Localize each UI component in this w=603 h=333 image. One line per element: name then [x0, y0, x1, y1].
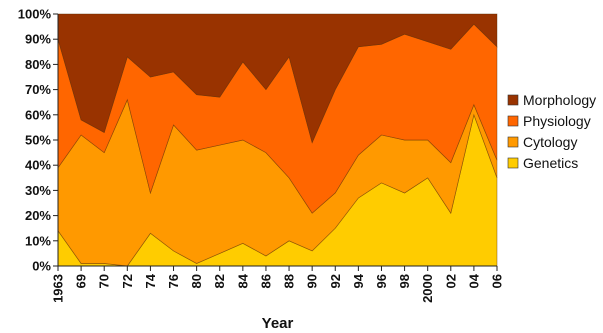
- y-tick-label: 90%: [25, 32, 51, 47]
- x-tick-label: 96: [374, 274, 389, 288]
- x-tick-label: 69: [74, 274, 89, 288]
- y-tick-label: 10%: [25, 233, 51, 248]
- legend-swatch: [507, 136, 519, 148]
- x-tick-label: 72: [120, 274, 135, 288]
- legend-swatch: [507, 94, 519, 106]
- x-tick-label: 88: [282, 274, 297, 288]
- legend-item-cytology: Cytology: [507, 134, 577, 150]
- x-tick-label: 06: [490, 274, 505, 288]
- y-tick-label: 40%: [25, 158, 51, 173]
- y-tick-label: 20%: [25, 208, 51, 223]
- x-tick-label: 80: [189, 274, 204, 288]
- y-tick-label: 80%: [25, 57, 51, 72]
- y-tick-label: 100%: [18, 7, 52, 22]
- y-tick-label: 30%: [25, 183, 51, 198]
- x-tick-label: 2000: [420, 274, 435, 303]
- y-tick-label: 50%: [25, 133, 51, 148]
- x-tick-label: 74: [143, 273, 158, 288]
- x-axis: 1963 69 70 72 74 76 80 82 84 86 88 90 92 94 96 98 2000 02…: [51, 265, 505, 303]
- x-tick-label: 76: [166, 274, 181, 288]
- x-tick-label: 90: [305, 274, 320, 288]
- legend-swatch: [507, 115, 519, 127]
- legend-swatch: [507, 157, 519, 169]
- x-tick-label: 1963: [51, 274, 66, 303]
- legend-label: Physiology: [523, 113, 591, 129]
- y-tick-label: 70%: [25, 82, 51, 97]
- x-tick-label: 94: [351, 273, 366, 288]
- plot-area: [57, 13, 498, 267]
- area-series-morphology: [57, 13, 498, 144]
- legend-item-genetics: Genetics: [507, 155, 578, 171]
- legend-label: Cytology: [523, 134, 577, 150]
- x-tick-label: 04: [466, 273, 481, 288]
- x-tick-label: 82: [212, 274, 227, 288]
- legend: Morphology Physiology Cytology Genetics: [507, 92, 596, 171]
- y-axis: 0% 10% 20% 30% 40% 50% 60% 70% 80% 90% 100%: [18, 7, 59, 274]
- y-tick-label: 60%: [25, 107, 51, 122]
- x-tick-label: 86: [258, 274, 273, 288]
- x-tick-label: 98: [397, 274, 412, 288]
- legend-item-morphology: Morphology: [507, 92, 596, 108]
- x-axis-title: Year: [262, 315, 294, 332]
- x-tick-label: 92: [328, 274, 343, 288]
- y-tick-label: 0%: [32, 259, 51, 274]
- legend-item-physiology: Physiology: [507, 113, 591, 129]
- x-tick-label: 70: [97, 274, 112, 288]
- legend-label: Genetics: [523, 155, 578, 171]
- legend-label: Morphology: [523, 92, 596, 108]
- x-tick-label: 02: [443, 274, 458, 288]
- x-tick-label: 84: [235, 273, 250, 288]
